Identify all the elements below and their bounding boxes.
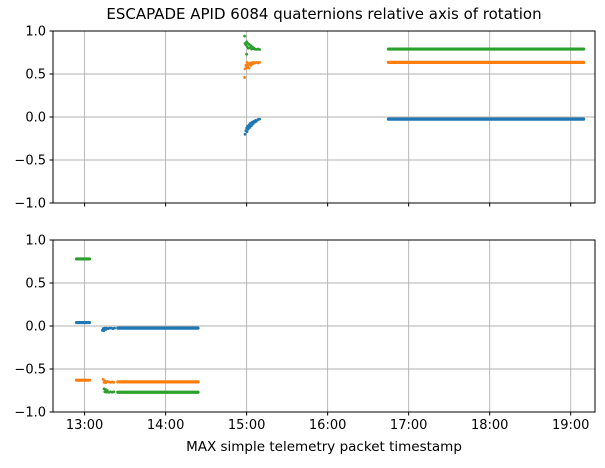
top-series-blue-point [245, 130, 249, 134]
x-tick-label: 17:00 [390, 418, 427, 433]
top-y-tick-label: 0.0 [25, 111, 46, 126]
chart-title: ESCAPADE APID 6084 quaternions relative … [106, 5, 542, 23]
x-tick-label: 19:00 [552, 418, 589, 433]
x-tick-label: 14:00 [147, 418, 184, 433]
bottom-y-tick-label: 1.0 [25, 234, 46, 249]
top-series-blue-point [258, 117, 261, 121]
x-tick-label: 18:00 [471, 418, 508, 433]
bottom-series-green-point [112, 390, 116, 394]
x-tick-label: 16:00 [309, 418, 346, 433]
bottom-y-tick-label: −1.0 [14, 406, 46, 421]
bottom-series-blue-point [102, 329, 106, 333]
bottom-y-tick-label: 0.0 [25, 320, 46, 335]
top-y-tick-label: 1.0 [25, 25, 46, 40]
top-y-tick-label: −0.5 [14, 154, 46, 169]
x-axis-label: MAX simple telemetry packet timestamp [186, 439, 462, 455]
top-series-orange-point [258, 60, 261, 64]
x-tick-label: 15:00 [228, 418, 265, 433]
top-series-blue-point [243, 132, 247, 136]
top-y-tick-label: 0.5 [25, 68, 46, 83]
x-tick-label: 13:00 [66, 418, 103, 433]
bottom-y-tick-label: −0.5 [14, 363, 46, 378]
bottom-y-tick-label: 0.5 [25, 277, 46, 292]
top-series-green-point [245, 52, 249, 56]
top-series-orange-point [243, 76, 247, 79]
bottom-series-orange-point [112, 380, 116, 384]
top-series-green-point [243, 34, 247, 38]
top-series-green-point [258, 48, 261, 51]
top-series-orange-point [247, 66, 251, 70]
top-y-tick-label: −1.0 [14, 197, 46, 212]
bottom-series-blue-point [113, 326, 116, 330]
